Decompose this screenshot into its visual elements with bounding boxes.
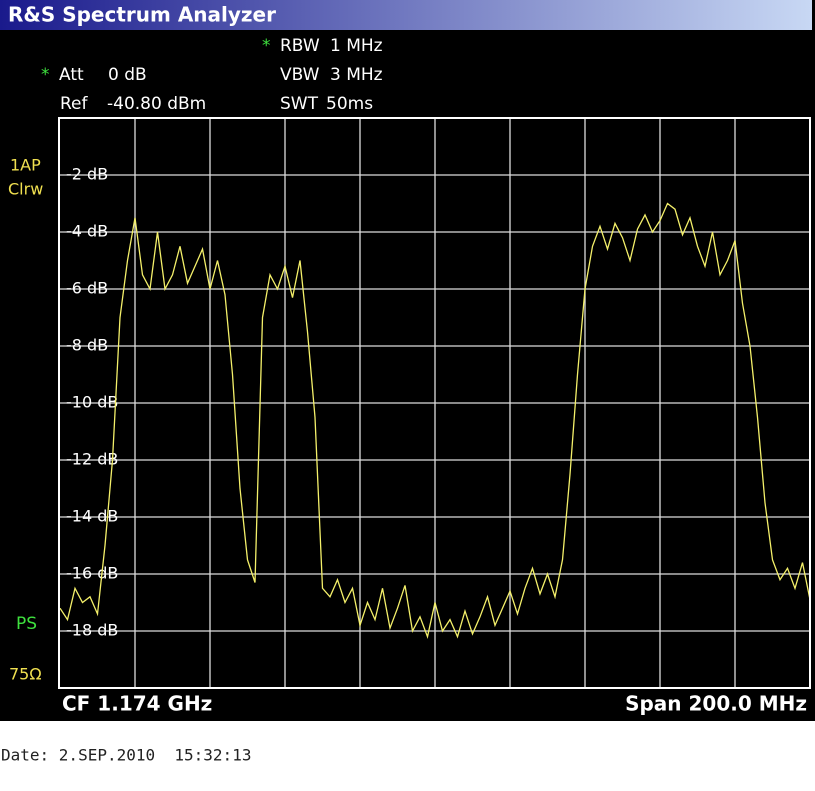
date: Date: 2.SEP.2010 15:32:13	[1, 746, 251, 765]
flag: *	[262, 36, 271, 56]
flag: *	[41, 65, 50, 85]
y-tick-label: -8 dB	[66, 336, 108, 355]
side-label: 1AP	[10, 156, 41, 175]
y-tick-label: -18 dB	[66, 621, 118, 640]
plot-frame	[58, 117, 811, 689]
y-tick-label: -10 dB	[66, 393, 118, 412]
plot: -2 dB -4 dB -6 dB -8 dB -10 dB -12 dB -14 dB -1…	[59, 118, 811, 688]
y-tick-label: -14 dB	[66, 507, 118, 526]
setting-value: 0 dB	[108, 65, 147, 85]
setting-label: RBW	[280, 36, 320, 56]
setting-label: SWT	[280, 94, 319, 114]
setting-value: -40.80 dBm	[107, 94, 206, 114]
side-label: PS	[16, 614, 37, 634]
y-tick-label: -12 dB	[66, 450, 118, 469]
title: R&S Spectrum Analyzer	[8, 3, 276, 27]
x-left-label: CF 1.174 GHz	[62, 692, 212, 716]
y-tick-label: -16 dB	[66, 564, 118, 583]
y-tick-label: -6 dB	[66, 279, 108, 298]
setting-label: Ref	[60, 94, 89, 114]
footer	[0, 721, 815, 791]
y-tick-label: -4 dB	[66, 222, 108, 241]
title-bar	[0, 0, 812, 30]
setting-label: VBW	[280, 65, 320, 85]
setting-value: 1 MHz	[330, 36, 383, 56]
x-right-label: Span 200.0 MHz	[625, 692, 807, 716]
side-label: Clrw	[8, 180, 43, 199]
setting-value: 3 MHz	[330, 65, 383, 85]
side-label: 75Ω	[9, 665, 42, 684]
trace	[59, 202, 811, 639]
setting-label: Att	[59, 65, 84, 85]
y-tick-label: -2 dB	[66, 165, 108, 184]
setting-value: 50ms	[326, 94, 373, 114]
